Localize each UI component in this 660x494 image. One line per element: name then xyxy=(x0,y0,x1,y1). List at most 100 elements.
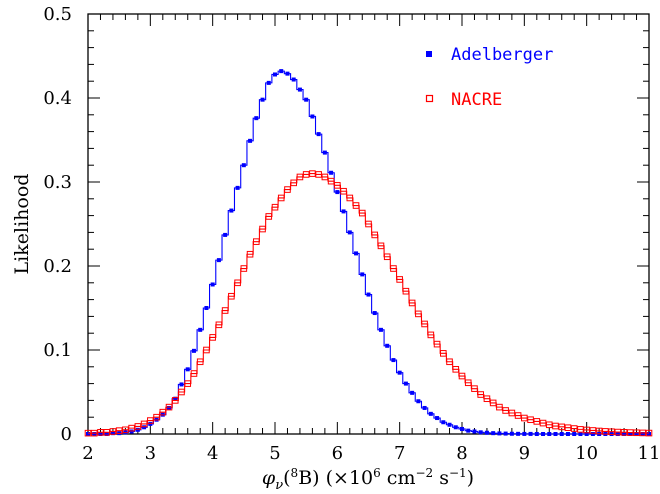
x-axis-title-units-b: cm xyxy=(381,467,416,489)
data-point-adelberger xyxy=(266,80,271,85)
data-point-adelberger xyxy=(185,367,190,372)
data-point-adelberger xyxy=(86,432,90,436)
data-point-nacre xyxy=(90,429,98,437)
x-tick-label: 9 xyxy=(519,443,530,464)
data-point-adelberger xyxy=(322,150,327,155)
data-point-adelberger xyxy=(316,132,321,137)
x-tick-label: 6 xyxy=(332,443,343,464)
data-point-nacre xyxy=(421,320,428,328)
data-point-adelberger xyxy=(297,87,302,92)
data-point-adelberger xyxy=(403,381,408,386)
plot-frame xyxy=(87,13,650,435)
data-point-nacre xyxy=(390,265,397,272)
x-axis-title-exp-m2: −2 xyxy=(415,466,433,480)
legend-marker-nacre xyxy=(425,94,434,103)
legend-marker-adelberger xyxy=(426,51,432,57)
data-point-nacre xyxy=(302,171,310,178)
data-point-nacre xyxy=(246,250,254,258)
data-point-adelberger xyxy=(191,348,196,353)
x-axis-title-phi: φ xyxy=(262,467,276,489)
data-point-adelberger xyxy=(503,431,508,436)
series-nacre xyxy=(84,170,653,437)
series-layer xyxy=(84,69,653,437)
data-point-adelberger xyxy=(509,431,514,436)
data-point-nacre xyxy=(196,358,204,366)
data-point-adelberger xyxy=(547,432,552,436)
data-point-nacre xyxy=(620,429,628,436)
data-point-adelberger xyxy=(397,370,402,375)
data-point-nacre xyxy=(608,428,615,436)
data-point-adelberger xyxy=(135,427,140,432)
data-point-adelberger xyxy=(416,399,421,404)
data-point-nacre xyxy=(552,422,559,430)
data-point-nacre xyxy=(340,187,347,195)
data-point-nacre xyxy=(215,321,223,329)
data-point-adelberger xyxy=(622,432,627,436)
x-tick-label: 10 xyxy=(575,443,598,464)
data-point-adelberger xyxy=(385,343,390,348)
data-point-nacre xyxy=(595,427,603,435)
data-point-nacre xyxy=(334,182,341,189)
data-point-adelberger xyxy=(428,411,433,416)
data-point-nacre xyxy=(171,397,179,404)
data-point-nacre xyxy=(570,425,578,432)
data-point-adelberger xyxy=(528,431,533,436)
data-point-nacre xyxy=(184,380,192,387)
data-point-nacre xyxy=(502,407,509,414)
data-point-nacre xyxy=(427,331,435,339)
data-point-adelberger xyxy=(354,251,359,256)
data-point-adelberger xyxy=(460,426,464,431)
data-point-adelberger xyxy=(198,327,203,332)
x-tick-label: 8 xyxy=(456,443,467,464)
data-point-nacre xyxy=(464,379,472,387)
series-line-adelberger xyxy=(88,70,649,435)
data-point-nacre xyxy=(539,419,547,427)
data-point-adelberger xyxy=(541,432,546,436)
data-point-nacre xyxy=(178,388,185,396)
data-point-adelberger xyxy=(254,116,259,121)
data-point-nacre xyxy=(402,287,410,295)
data-point-adelberger xyxy=(110,431,115,436)
data-point-adelberger xyxy=(572,432,577,436)
data-point-nacre xyxy=(147,417,154,424)
data-point-adelberger xyxy=(372,311,377,316)
data-point-nacre xyxy=(134,423,142,430)
x-tick-label: 2 xyxy=(82,443,93,464)
data-point-adelberger xyxy=(92,432,97,436)
x-axis-title-exp6: 6 xyxy=(373,466,381,480)
x-axis-title-units-a: ) (×10 xyxy=(312,467,373,489)
data-point-adelberger xyxy=(565,432,570,436)
data-point-nacre xyxy=(383,253,391,261)
data-point-adelberger xyxy=(609,432,614,436)
data-point-adelberger xyxy=(422,405,427,410)
data-point-adelberger xyxy=(435,416,440,421)
data-point-nacre xyxy=(477,391,484,398)
data-point-adelberger xyxy=(453,425,458,430)
x-axis-title: φν(8B) (×106 cm−2 s−1) xyxy=(262,466,474,493)
y-tick-label: 0.3 xyxy=(43,172,72,193)
data-point-nacre xyxy=(296,173,304,181)
x-axis-title-exp-m1: −1 xyxy=(449,466,467,480)
axis-ticks xyxy=(87,13,650,435)
data-point-adelberger xyxy=(341,209,346,214)
data-point-nacre xyxy=(140,420,148,428)
data-point-nacre xyxy=(234,279,241,287)
data-point-nacre xyxy=(440,350,447,357)
data-point-adelberger xyxy=(129,429,134,434)
data-point-adelberger xyxy=(216,258,221,263)
data-point-nacre xyxy=(265,213,273,220)
data-point-nacre xyxy=(639,429,647,437)
legend: Adelberger NACRE xyxy=(425,45,553,110)
y-tick-label: 0.2 xyxy=(43,256,72,277)
data-point-nacre xyxy=(221,307,229,314)
series-line-nacre xyxy=(88,173,649,434)
data-point-adelberger xyxy=(204,306,209,310)
data-point-nacre xyxy=(240,265,248,272)
data-point-nacre xyxy=(159,408,167,416)
x-axis-title-mass: 8 xyxy=(291,466,299,480)
data-point-nacre xyxy=(564,424,572,431)
data-point-adelberger xyxy=(104,432,109,436)
data-point-adelberger xyxy=(142,425,147,430)
data-point-adelberger xyxy=(235,185,240,190)
